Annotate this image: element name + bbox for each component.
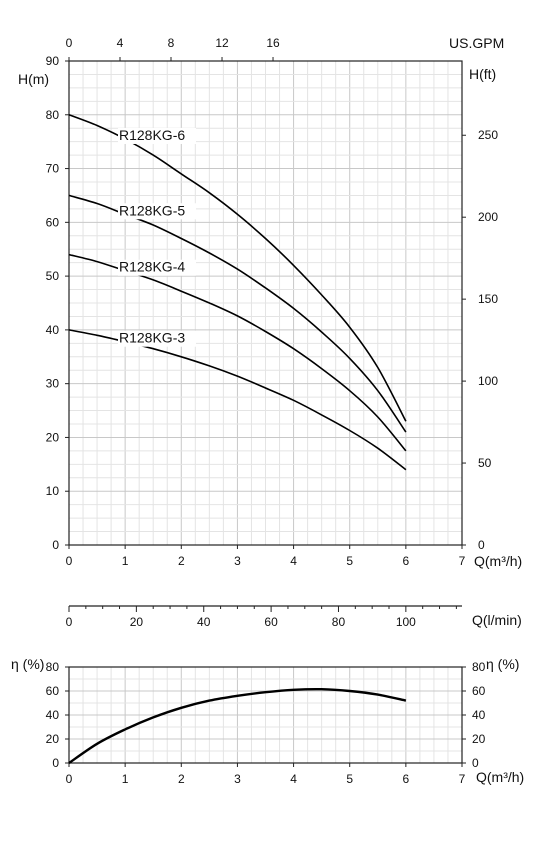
- x-bottom-label: Q(m³/h): [474, 553, 522, 569]
- curve-label-bg: [118, 330, 196, 347]
- curve-label-bg: [118, 259, 196, 276]
- flow-tick-label: 80: [332, 615, 346, 629]
- flow-tick-label: 60: [264, 615, 278, 629]
- x-tick-label: 4: [290, 772, 297, 786]
- y-right-label: H(ft): [469, 66, 496, 82]
- flow-tick-label: 40: [197, 615, 211, 629]
- flow-ticks: 0 20 40 60 80 100: [66, 605, 462, 629]
- y-tick-label: 40: [46, 323, 60, 337]
- y-right-tick-label: 60: [472, 684, 486, 698]
- head-ticks: 0 1 2 3 4 5 6 70 4 8 12 160102030405060708090050100…: [46, 36, 499, 568]
- x-tick-label: 4: [290, 554, 297, 568]
- curve-label: R128KG-6: [119, 127, 185, 143]
- head-frame: [68, 60, 463, 546]
- y-right-tick-label: 150: [478, 292, 498, 306]
- y-tick-label: 40: [46, 708, 60, 722]
- y-tick-label: 90: [46, 54, 60, 68]
- x-top-tick-label: 8: [168, 36, 175, 50]
- x-tick-label: 5: [346, 772, 353, 786]
- y-tick-label: 80: [46, 660, 60, 674]
- x-tick-label: 3: [234, 554, 241, 568]
- flow-axis-panel: 0 20 40 60 80 100 Q(l/min): [66, 605, 522, 629]
- y-tick-label: 0: [52, 538, 59, 552]
- head-chart-panel: 0 1 2 3 4 5 6 70 4 8 12 160102030405060708090050100…: [18, 35, 522, 569]
- head-curves: R128KG-6 R128KG-5 R128KG-4 R128KG-3: [68, 114, 407, 471]
- flow-axis-label: Q(l/min): [472, 612, 522, 628]
- x-tick-label: 2: [178, 554, 185, 568]
- y-right-tick-label: 40: [472, 708, 486, 722]
- y-tick-label: 20: [46, 430, 60, 444]
- y-right-tick-label: 200: [478, 210, 498, 224]
- x-tick-label: 2: [178, 772, 185, 786]
- curve-label-bg: [118, 127, 196, 144]
- x-tick-label: 7: [459, 772, 466, 786]
- curve-label-bg: [118, 203, 196, 220]
- x-tick-label: 6: [403, 772, 410, 786]
- y-right-tick-label: 80: [472, 660, 486, 674]
- x-tick-label: 6: [403, 554, 410, 568]
- y-tick-label: 10: [46, 484, 60, 498]
- eff-right-label: η (%): [486, 656, 519, 672]
- flow-tick-label: 100: [396, 615, 416, 629]
- efficiency-grid: [69, 667, 462, 763]
- y-left-label: H(m): [18, 71, 49, 87]
- x-tick-label: 5: [346, 554, 353, 568]
- x-tick-label: 1: [122, 554, 129, 568]
- x-top-tick-label: 0: [66, 36, 73, 50]
- y-right-tick-label: 0: [478, 538, 485, 552]
- x-top-tick-label: 16: [266, 36, 280, 50]
- x-tick-label: 1: [122, 772, 129, 786]
- plot-frame: [68, 60, 463, 546]
- flow-tick-label: 0: [66, 615, 73, 629]
- y-tick-label: 70: [46, 162, 60, 176]
- y-right-tick-label: 100: [478, 374, 498, 388]
- eff-left-label: η (%): [11, 656, 44, 672]
- y-right-tick-label: 250: [478, 128, 498, 142]
- y-right-tick-label: 50: [478, 456, 492, 470]
- x-tick-label: 0: [66, 554, 73, 568]
- x-tick-label: 0: [66, 772, 73, 786]
- flow-tick-label: 20: [130, 615, 144, 629]
- x-top-tick-label: 4: [117, 36, 124, 50]
- y-tick-label: 50: [46, 269, 60, 283]
- x-tick-label: 3: [234, 772, 241, 786]
- y-tick-label: 80: [46, 108, 60, 122]
- x-top-tick-label: 12: [215, 36, 229, 50]
- efficiency-curves: [68, 687, 407, 764]
- x-tick-label: 7: [459, 554, 466, 568]
- y-tick-label: 30: [46, 377, 60, 391]
- curve-label: R128KG-5: [119, 202, 185, 218]
- curve-label: R128KG-3: [119, 330, 185, 346]
- y-tick-label: 0: [52, 756, 59, 770]
- efficiency-curve: [68, 687, 407, 764]
- curve-label: R128KG-4: [119, 259, 185, 275]
- y-tick-label: 60: [46, 684, 60, 698]
- y-tick-label: 20: [46, 732, 60, 746]
- y-tick-label: 60: [46, 215, 60, 229]
- x-top-label: US.GPM: [449, 35, 504, 51]
- y-right-tick-label: 20: [472, 732, 486, 746]
- y-right-tick-label: 0: [472, 756, 479, 770]
- eff-x-label: Q(m³/h): [476, 769, 524, 785]
